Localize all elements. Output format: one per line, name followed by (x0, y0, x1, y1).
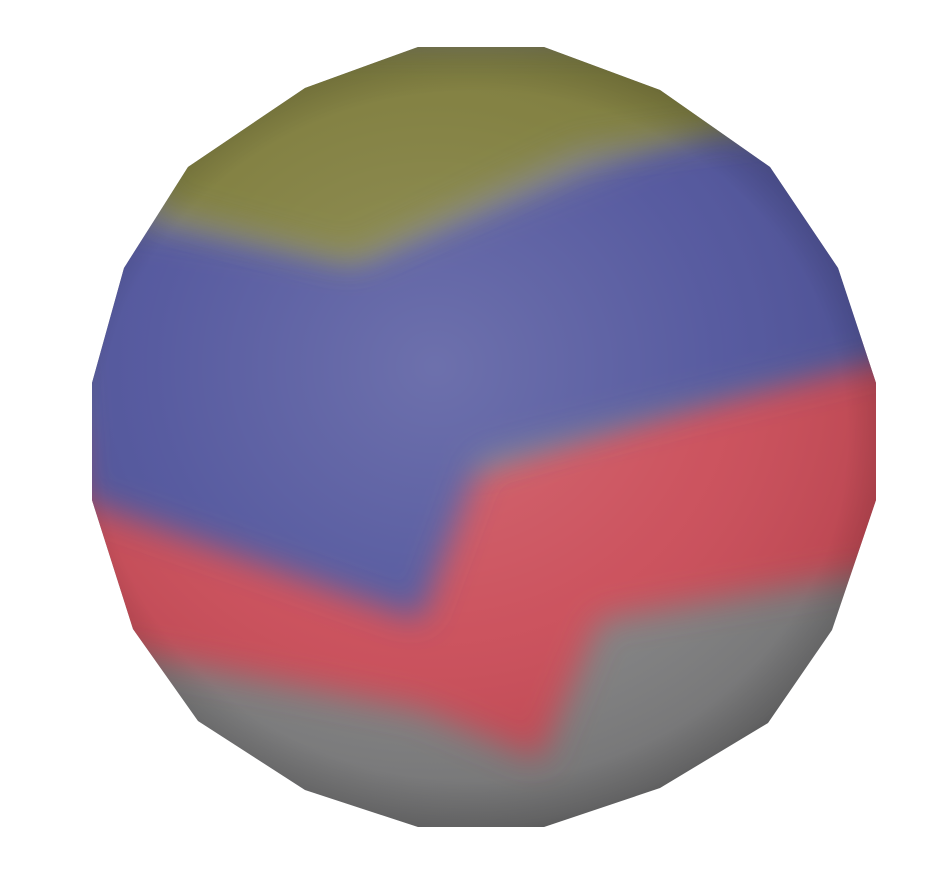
sphere-body (92, 47, 876, 827)
sphere-render (92, 47, 876, 827)
render-canvas (92, 47, 876, 827)
sphere-rim-shadow (92, 47, 876, 827)
